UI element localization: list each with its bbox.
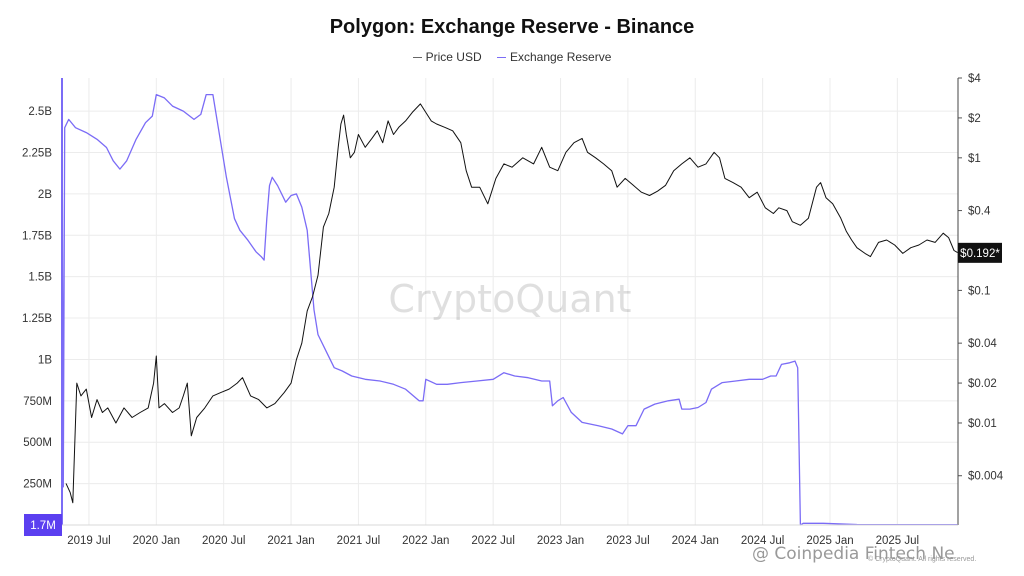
x-tick-label: 2022 Jan — [402, 535, 449, 547]
legend-label-price: Price USD — [425, 50, 482, 64]
left-tick-label: 2B — [38, 189, 52, 201]
right-tick-label: $2 — [968, 113, 981, 125]
x-tick-label: 2024 Jul — [741, 535, 784, 547]
x-tick-label: 2021 Jul — [337, 535, 380, 547]
x-tick-label: 2021 Jan — [267, 535, 314, 547]
x-tick-label: 2022 Jul — [471, 535, 514, 547]
legend: Price USD Exchange Reserve — [0, 50, 1024, 64]
x-tick-label: 2020 Jul — [202, 535, 245, 547]
left-axis-ticks: 250M 500M 750M 1B 1.25B 1.5B 1.75B 2B 2.25B 2.5B — [22, 106, 52, 491]
grid — [62, 78, 958, 525]
legend-item-reserve[interactable]: Exchange Reserve — [496, 50, 612, 64]
copyright-text: © CryptoQuant. All rights reserved. — [868, 555, 976, 563]
right-tick-label: $0.1 — [968, 285, 990, 297]
left-tick-label: 750M — [23, 396, 52, 408]
x-tick-label: 2023 Jul — [606, 535, 649, 547]
series-line-exchange-reserve — [61, 77, 958, 526]
right-axis-ticks: $4 $2 $1 $0.4 $0.1 $0.04 $0.02 $0.01 $0.004 — [968, 73, 1004, 483]
series-layer — [61, 77, 959, 526]
left-tick-label: 1.75B — [22, 230, 52, 242]
x-tick-label: 2025 Jan — [806, 535, 853, 547]
right-tick-label: $0.01 — [968, 418, 997, 430]
right-tick-label: $1 — [968, 153, 981, 165]
left-tick-label: 2.25B — [22, 148, 52, 160]
right-tick-label: $0.04 — [968, 338, 997, 350]
x-tick-label: 2025 Jul — [876, 535, 919, 547]
right-tick-label: $4 — [968, 73, 981, 85]
right-tick-label: $0.02 — [968, 378, 997, 390]
credit-text: @ Coinpedia Fintech Ne — [752, 544, 955, 564]
left-tick-label: 1.25B — [22, 313, 52, 325]
x-tick-label: 2020 Jan — [133, 535, 180, 547]
axes — [61, 77, 962, 526]
x-tick-label: 2024 Jan — [672, 535, 719, 547]
left-tick-label: 500M — [23, 437, 52, 449]
x-tick-label: 2019 Jul — [67, 535, 110, 547]
left-tick-label: 2.5B — [28, 106, 52, 118]
x-axis-ticks: 2019 Jul 2020 Jan 2020 Jul 2021 Jan 2021 Jul… — [67, 535, 919, 547]
legend-swatch-price — [412, 57, 422, 59]
left-tick-label: 250M — [23, 479, 52, 491]
right-tick-label: $0.4 — [968, 206, 991, 218]
left-tick-label: 1.5B — [28, 272, 52, 284]
price-current-badge — [958, 242, 1002, 263]
watermark: CryptoQuant — [388, 277, 631, 321]
axis-badges: $0.192* 1.7M — [24, 242, 1002, 536]
reserve-current-badge — [24, 514, 62, 536]
chart-title: Polygon: Exchange Reserve - Binance — [329, 16, 695, 38]
price-current-label: $0.192* — [960, 248, 1000, 260]
x-tick-label: 2023 Jan — [537, 535, 584, 547]
reserve-current-label: 1.7M — [30, 520, 56, 532]
series-line-price-usd — [65, 103, 959, 504]
left-tick-label: 1B — [38, 354, 52, 366]
legend-swatch-reserve — [496, 57, 506, 59]
right-tick-label: $0.004 — [968, 471, 1004, 483]
legend-item-price[interactable]: Price USD — [412, 50, 482, 64]
legend-label-reserve: Exchange Reserve — [509, 50, 612, 64]
